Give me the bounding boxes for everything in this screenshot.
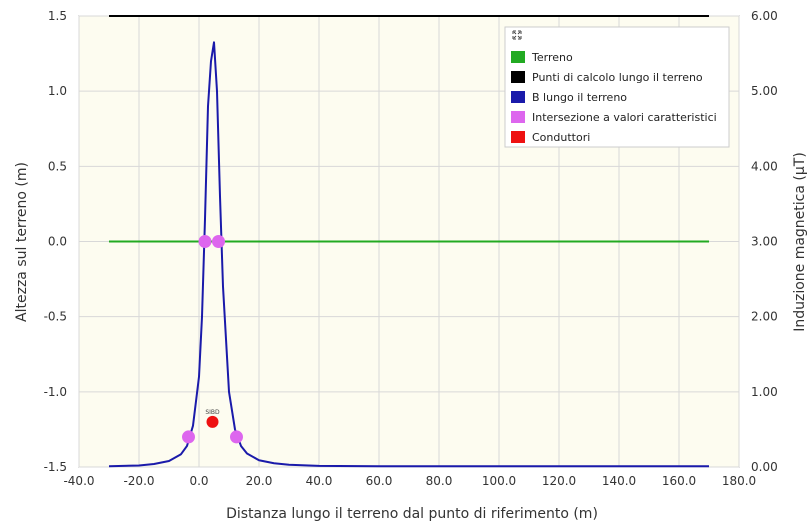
legend-label[interactable]: Intersezione a valori caratteristici: [532, 111, 717, 124]
conductor-label: SIBD: [205, 409, 220, 416]
x-axis-title: Distanza lungo il terreno dal punto di r…: [226, 506, 598, 522]
x-tick-label: 0.0: [189, 474, 208, 488]
x-tick-label: 120.0: [542, 474, 576, 488]
legend-label[interactable]: Terreno: [531, 51, 573, 64]
intersection-point: [230, 430, 243, 444]
legend-swatch: [511, 131, 525, 143]
y-right-tick-label: 4.00: [751, 159, 778, 173]
legend-box: [504, 26, 730, 148]
intersection-point: [182, 430, 195, 444]
x-tick-label: 60.0: [366, 474, 393, 488]
y-right-axis-ticks: 0.00 1.00 2.00 3.00 4.00 5.00 6.00: [751, 9, 778, 474]
expand-icon[interactable]: [512, 30, 522, 40]
legend-swatch: [511, 111, 525, 123]
y-left-tick-label: -0.5: [44, 310, 67, 324]
x-tick-label: 20.0: [246, 474, 273, 488]
y-right-tick-label: 6.00: [751, 9, 778, 23]
x-axis-ticks: -40.0 -20.0 0.0 20.0 40.0 60.0 80.0 100.0 120.0 1…: [63, 474, 756, 488]
y-right-tick-label: 0.00: [751, 460, 778, 474]
y-left-tick-label: 0.0: [48, 235, 67, 249]
y-right-tick-label: 5.00: [751, 84, 778, 98]
y-left-tick-label: 0.5: [48, 159, 67, 173]
y-right-tick-label: 2.00: [751, 310, 778, 324]
legend-label[interactable]: Conduttori: [532, 131, 590, 144]
y-left-tick-label: -1.0: [44, 385, 67, 399]
y-right-axis-title: Induzione magnetica (μT): [792, 152, 808, 332]
y-left-tick-label: 1.5: [48, 9, 67, 23]
x-tick-label: -20.0: [123, 474, 154, 488]
x-tick-label: 40.0: [306, 474, 333, 488]
legend-swatch: [511, 71, 525, 83]
x-tick-label: 180.0: [722, 474, 756, 488]
intersection-point: [212, 235, 225, 248]
legend-label[interactable]: B lungo il terreno: [532, 91, 627, 104]
x-tick-label: 100.0: [482, 474, 516, 488]
legend-swatch: [511, 91, 525, 103]
x-tick-label: 160.0: [662, 474, 696, 488]
series-line-2: [108, 41, 709, 468]
y-left-axis-ticks: -1.5 -1.0 -0.5 0.0 0.5 1.0 1.5: [44, 9, 67, 474]
x-tick-label: 80.0: [426, 474, 453, 488]
legend-swatch: [511, 51, 525, 63]
series-layer: SIBD: [108, 15, 709, 468]
y-left-axis-title: Altezza sul terreno (m): [14, 162, 30, 322]
y-right-tick-label: 1.00: [751, 385, 778, 399]
y-left-tick-label: -1.5: [44, 460, 67, 474]
legend: Terreno Punti di calcolo lungo il terreno…: [504, 26, 730, 148]
x-tick-label: 140.0: [602, 474, 636, 488]
y-right-tick-label: 3.00: [751, 235, 778, 249]
x-tick-label: -40.0: [63, 474, 94, 488]
intersection-point: [198, 235, 212, 248]
legend-label[interactable]: Punti di calcolo lungo il terreno: [532, 71, 703, 84]
conductor-point: [206, 415, 219, 428]
y-left-tick-label: 1.0: [48, 84, 67, 98]
